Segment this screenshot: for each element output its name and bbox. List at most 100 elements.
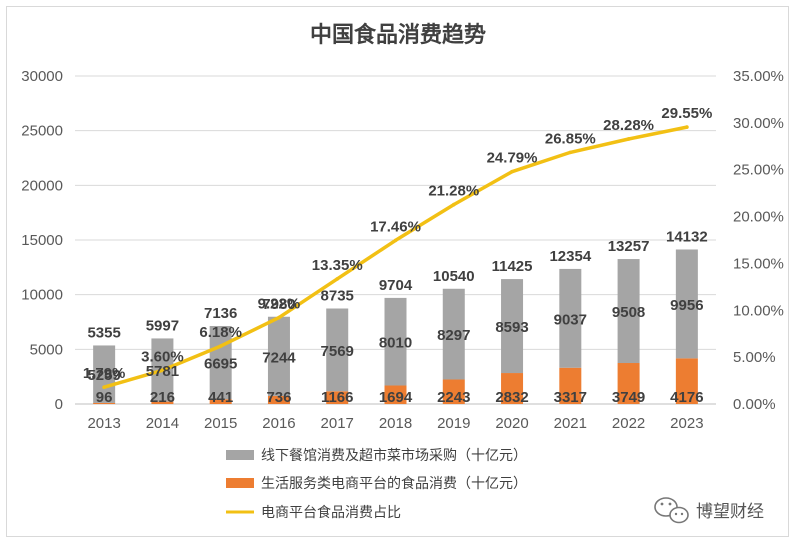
right-tick-label: 30.00%	[733, 115, 784, 132]
share-label: 1.79%	[83, 365, 126, 382]
legend-label-offline: 线下餐馆消费及超市菜市场采购（十亿元）	[261, 447, 527, 464]
bar-offline	[384, 297, 407, 386]
share-line-series	[102, 125, 689, 390]
online-value-label: 4176	[670, 389, 703, 406]
bar-offline	[93, 345, 116, 403]
share-point	[102, 385, 106, 390]
left-tick-label: 25000	[21, 123, 63, 140]
x-tick-label: 2016	[262, 415, 295, 432]
right-tick-label: 5.00%	[733, 349, 776, 366]
offline-value-label: 7244	[262, 349, 296, 366]
total-label: 7136	[204, 305, 237, 322]
left-tick-label: 15000	[21, 232, 63, 249]
chart-title: 中国食品消费趋势	[310, 22, 486, 48]
data-labels: 5355 5259 96 1.79% 5997 5781 216 3.60% 7136 6695 4…	[83, 105, 712, 406]
wechat-icon	[654, 497, 689, 524]
online-value-label: 216	[150, 389, 175, 406]
right-axis: 0.00% 5.00% 10.00% 15.00% 20.00% 25.00% 30.00%…	[733, 68, 784, 413]
bar-online	[93, 402, 116, 404]
online-value-label: 736	[266, 389, 291, 406]
online-value-label: 1694	[379, 389, 413, 406]
share-point	[160, 368, 165, 373]
bar-online	[501, 373, 524, 404]
share-label: 28.28%	[603, 117, 654, 134]
left-tick-label: 20000	[21, 177, 63, 194]
online-value-label: 1166	[321, 389, 354, 406]
left-tick-label: 30000	[21, 68, 63, 85]
total-label: 10540	[433, 268, 475, 285]
x-tick-label: 2018	[379, 415, 412, 432]
bar-offline	[617, 259, 640, 364]
bar-online	[209, 399, 232, 404]
x-tick-label: 2014	[146, 415, 179, 432]
left-tick-label: 0	[55, 396, 63, 413]
chart-frame	[6, 6, 789, 537]
share-label: 21.28%	[428, 183, 479, 200]
total-label: 9704	[379, 277, 413, 294]
total-label: 8735	[321, 287, 354, 304]
online-value-label: 3749	[612, 389, 645, 406]
x-axis: 2013 2014 2015 2016 2017 2018 2019 2020 2021 2022…	[87, 415, 703, 432]
bar-online	[617, 363, 640, 404]
bar-online	[384, 385, 407, 404]
total-label: 11425	[492, 258, 533, 275]
total-label: 5997	[146, 317, 179, 334]
bar-offline	[267, 316, 290, 396]
share-label: 9.22%	[258, 296, 301, 313]
offline-value-label: 7569	[321, 343, 354, 360]
right-tick-label: 15.00%	[733, 255, 784, 272]
legend: 线下餐馆消费及超市菜市场采购（十亿元） 生活服务类电商平台的食品消费（十亿元） …	[226, 447, 527, 521]
share-point	[685, 125, 689, 129]
online-value-label: 2243	[437, 389, 470, 406]
bar-offline	[675, 249, 698, 359]
legend-swatch-online	[226, 478, 254, 488]
x-tick-label: 2019	[437, 415, 470, 432]
left-axis: 0 5000 10000 15000 20000 25000 30000	[21, 68, 63, 413]
share-point	[393, 238, 398, 243]
bar-offline	[559, 268, 582, 368]
share-label: 17.46%	[370, 218, 421, 235]
total-label: 5355	[87, 324, 120, 341]
bar-online	[559, 367, 582, 404]
right-tick-label: 20.00%	[733, 209, 784, 226]
offline-value-label: 9956	[670, 297, 703, 314]
left-tick-label: 10000	[21, 287, 63, 304]
x-tick-label: 2013	[87, 415, 120, 432]
offline-value-label: 5781	[146, 363, 179, 380]
bar-online	[151, 401, 174, 404]
offline-value-label: 8593	[495, 319, 528, 336]
legend-label-online: 生活服务类电商平台的食品消费（十亿元）	[261, 475, 527, 492]
share-label: 26.85%	[545, 130, 596, 147]
share-point	[568, 150, 573, 155]
legend-swatch-offline	[226, 450, 254, 460]
share-point	[218, 344, 223, 348]
watermark-text: 博望财经	[696, 502, 764, 522]
online-value-label: 96	[96, 389, 113, 406]
right-tick-label: 25.00%	[733, 162, 784, 179]
total-label: 12354	[549, 248, 591, 265]
legend-label-share: 电商平台食品消费占比	[261, 504, 401, 521]
offline-value-label: 9508	[612, 304, 645, 321]
offline-value-label: 8010	[379, 335, 412, 352]
bar-online	[326, 391, 349, 404]
total-label: 14132	[666, 228, 708, 245]
bar-offline	[442, 288, 465, 380]
offline-value-label: 5259	[87, 367, 120, 384]
right-tick-label: 10.00%	[733, 302, 784, 319]
x-tick-label: 2015	[204, 415, 237, 432]
share-label: 29.55%	[661, 105, 712, 122]
online-value-label: 441	[208, 389, 233, 406]
online-value-label: 2832	[495, 389, 528, 406]
share-point	[335, 277, 340, 281]
right-tick-label: 35.00%	[733, 68, 784, 85]
share-label: 13.35%	[312, 257, 363, 274]
bar-offline	[501, 279, 524, 374]
total-label: 13257	[608, 238, 650, 255]
x-tick-label: 2023	[670, 415, 703, 432]
bars	[93, 249, 698, 404]
share-point	[277, 315, 281, 320]
share-label: 3.60%	[141, 348, 184, 365]
share-point	[626, 137, 631, 141]
x-tick-label: 2022	[612, 415, 645, 432]
